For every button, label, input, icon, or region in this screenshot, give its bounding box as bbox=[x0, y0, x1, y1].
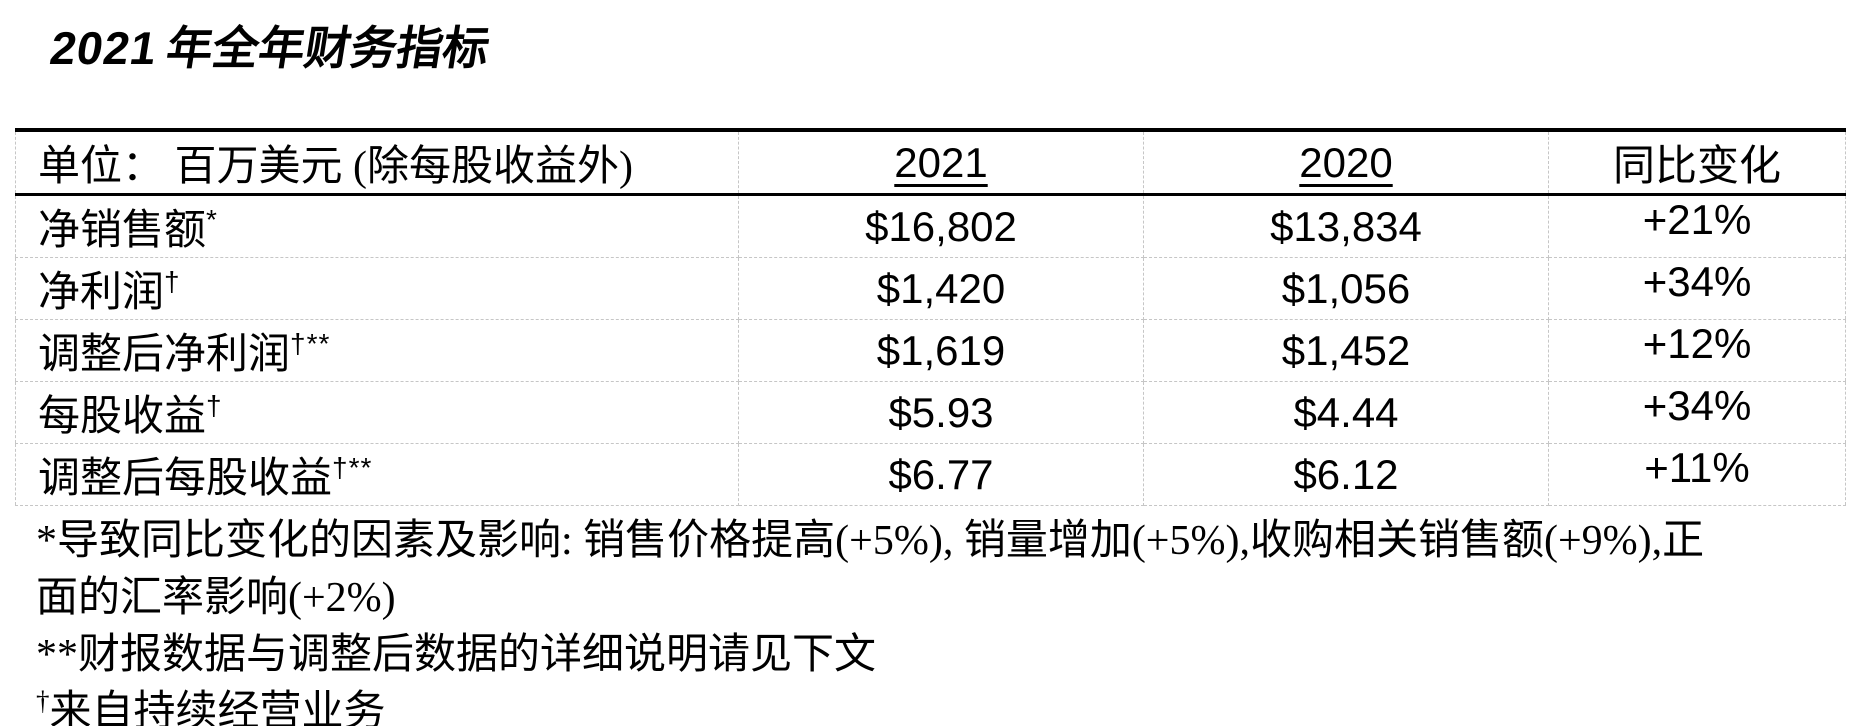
value-change: +12% bbox=[1548, 319, 1846, 382]
footnote-continuing-ops: †来自持续经营业务 bbox=[36, 684, 1870, 726]
title-text: 年全年财务指标 bbox=[162, 23, 494, 74]
value-2020: $4.44 bbox=[1143, 381, 1549, 444]
value-2021: $5.93 bbox=[738, 381, 1144, 444]
footnote-factors-line1: *导致同比变化的因素及影响: 销售价格提高(+5%), 销量增加(+5%),收购… bbox=[36, 518, 1705, 564]
metric-label-text: 净销售额 bbox=[38, 208, 207, 254]
column-header-change: 同比变化 bbox=[1548, 130, 1846, 196]
metric-label-text: 调整后每股收益 bbox=[38, 456, 333, 502]
footnote-marker: † bbox=[164, 266, 181, 297]
table-row-adjusted-eps: 调整后每股收益†** $6.77 $6.12 +11% bbox=[15, 443, 1846, 506]
footnote-marker: †** bbox=[332, 452, 373, 483]
table-row-eps: 每股收益† $5.93 $4.44 +34% bbox=[15, 381, 1846, 444]
dagger-marker: † bbox=[36, 686, 50, 716]
metric-label: 净销售额* bbox=[15, 194, 739, 258]
value-2020: $1,056 bbox=[1143, 257, 1549, 320]
metric-label: 调整后净利润†** bbox=[15, 319, 739, 382]
footnote-continuing-ops-text: 来自持续经营业务 bbox=[49, 689, 386, 726]
page-title: 2021年全年财务指标 bbox=[46, 12, 495, 78]
column-header-2021: 2021 bbox=[738, 130, 1144, 196]
footnote-adjusted-data: **财报数据与调整后数据的详细说明请见下文 bbox=[36, 632, 877, 678]
value-2021: $1,619 bbox=[738, 319, 1144, 382]
title-year: 2021 bbox=[46, 22, 162, 74]
value-change: +34% bbox=[1548, 257, 1846, 320]
value-change: +11% bbox=[1548, 443, 1846, 506]
value-change-text: +21% bbox=[1642, 195, 1752, 243]
financial-metrics-table: 单位： 百万美元 (除每股收益外) 2021 2020 同比变化 净销售额* $… bbox=[15, 128, 1846, 506]
value-change: +21% bbox=[1548, 194, 1846, 258]
footnote-factors-line2: 面的汇率影响(+2%) bbox=[36, 575, 396, 621]
metric-label-text: 每股收益 bbox=[38, 394, 207, 440]
table-row-net-income: 净利润† $1,420 $1,056 +34% bbox=[15, 257, 1846, 320]
table-header-row: 单位： 百万美元 (除每股收益外) 2021 2020 同比变化 bbox=[15, 130, 1846, 196]
footnote-marker: † bbox=[206, 390, 223, 421]
value-2021: $6.77 bbox=[738, 443, 1144, 506]
value-2020: $6.12 bbox=[1143, 443, 1549, 506]
table-row-net-sales: 净销售额* $16,802 $13,834 +21% bbox=[15, 194, 1846, 258]
footnote-marker: * bbox=[206, 204, 218, 235]
value-2020: $1,452 bbox=[1143, 319, 1549, 382]
value-change: +34% bbox=[1548, 381, 1846, 444]
unit-header: 单位： 百万美元 (除每股收益外) bbox=[15, 130, 739, 196]
value-change-text: +12% bbox=[1642, 319, 1752, 367]
column-header-2020-label: 2020 bbox=[1299, 138, 1393, 186]
value-2021: $16,802 bbox=[738, 194, 1144, 258]
metric-label: 净利润† bbox=[15, 257, 739, 320]
table-row-adjusted-net-income: 调整后净利润†** $1,619 $1,452 +12% bbox=[15, 319, 1846, 382]
footnote-marker: †** bbox=[290, 328, 331, 359]
footnotes: *导致同比变化的因素及影响: 销售价格提高(+5%), 销量增加(+5%),收购… bbox=[36, 513, 1870, 726]
column-header-2020: 2020 bbox=[1143, 130, 1549, 196]
value-change-text: +34% bbox=[1642, 257, 1752, 305]
value-change-text: +34% bbox=[1642, 381, 1752, 429]
value-2021: $1,420 bbox=[738, 257, 1144, 320]
footnote-factors: *导致同比变化的因素及影响: 销售价格提高(+5%), 销量增加(+5%),收购… bbox=[36, 513, 1870, 627]
metric-label: 调整后每股收益†** bbox=[15, 443, 739, 506]
metric-label-text: 净利润 bbox=[38, 270, 165, 316]
value-2020: $13,834 bbox=[1143, 194, 1549, 258]
metric-label: 每股收益† bbox=[15, 381, 739, 444]
column-header-2021-label: 2021 bbox=[894, 138, 988, 186]
metric-label-text: 调整后净利润 bbox=[38, 332, 291, 378]
value-change-text: +11% bbox=[1644, 443, 1750, 491]
